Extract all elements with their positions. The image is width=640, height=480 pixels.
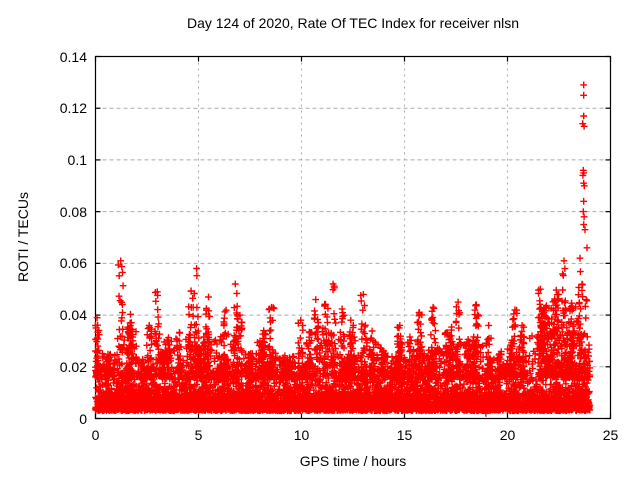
y-tick-label: 0.08 <box>59 203 87 220</box>
y-tick-label: 0 <box>79 410 87 427</box>
y-tick-label: 0.1 <box>67 151 87 168</box>
x-tick-label: 0 <box>91 427 100 443</box>
y-tick-label: 0.14 <box>59 48 87 65</box>
chart-title: Day 124 of 2020, Rate Of TEC Index for r… <box>186 15 520 31</box>
x-tick-label: 10 <box>293 427 310 443</box>
x-tick-label: 25 <box>602 427 619 443</box>
plot-border <box>94 55 612 420</box>
y-tick-label: 0.12 <box>59 100 87 117</box>
x-axis-label: GPS time / hours <box>299 453 407 469</box>
y-tick-label: 0.06 <box>59 255 87 272</box>
x-tick-label: 5 <box>194 427 203 443</box>
x-tick-label: 15 <box>396 427 413 443</box>
y-tick-label: 0.04 <box>59 307 87 324</box>
scatter-points <box>92 81 594 417</box>
y-tick-label: 0.02 <box>59 358 87 375</box>
x-tick-label: 20 <box>499 427 516 443</box>
